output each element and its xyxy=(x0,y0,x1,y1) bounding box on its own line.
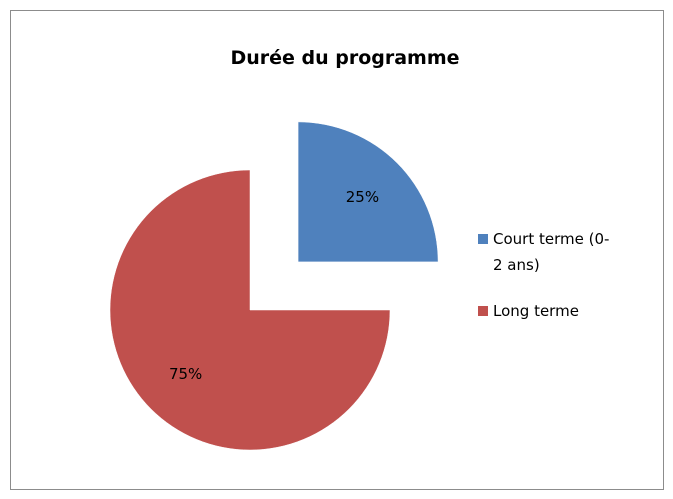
legend-swatch xyxy=(478,306,488,316)
chart-title: Durée du programme xyxy=(230,47,459,69)
data-label: 25% xyxy=(346,188,379,206)
pie-slice xyxy=(109,169,391,451)
legend-label: Long terme xyxy=(493,302,579,320)
legend-swatch xyxy=(478,234,488,244)
data-label: 75% xyxy=(169,365,202,383)
legend-label: Court terme (0-2 ans) xyxy=(493,230,610,274)
pie-slice xyxy=(297,121,439,263)
